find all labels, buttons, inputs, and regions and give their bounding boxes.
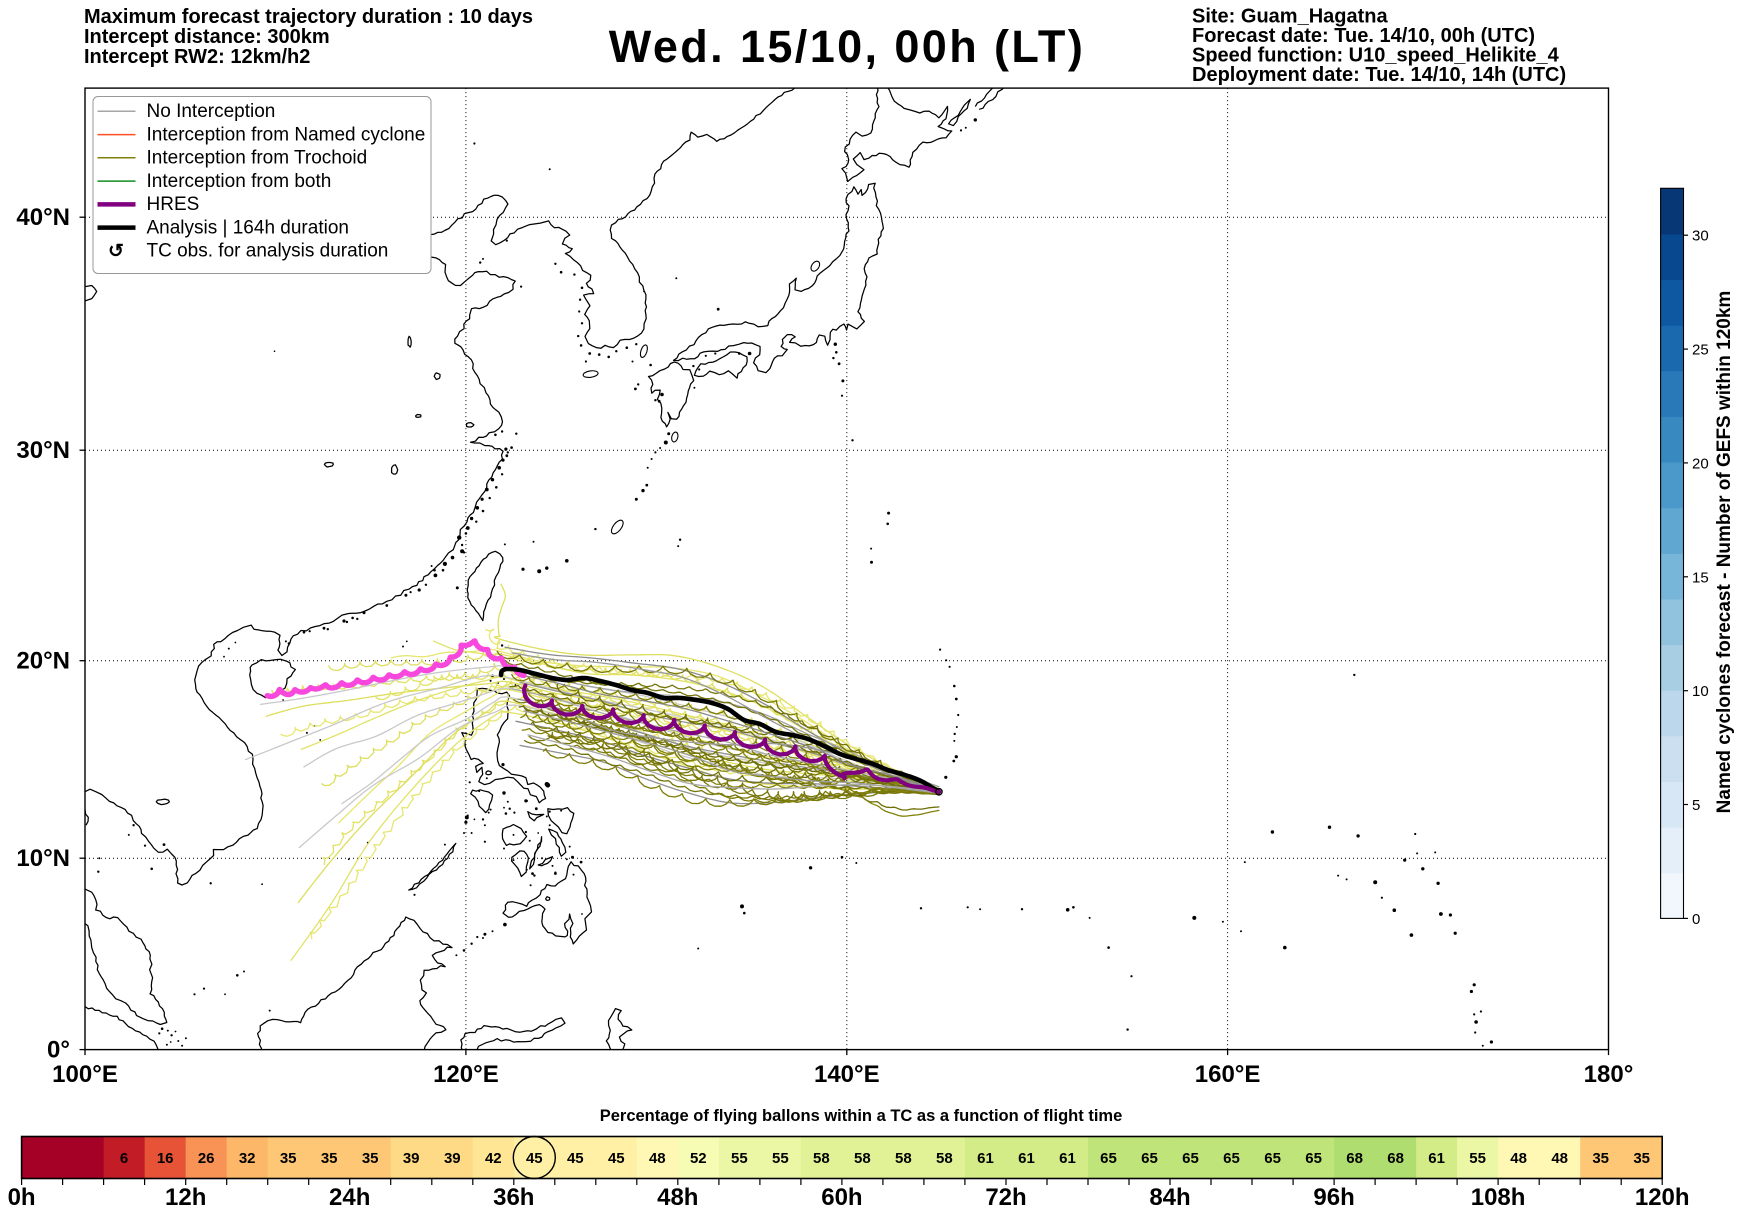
svg-text:55: 55: [772, 1150, 789, 1167]
svg-text:26: 26: [198, 1150, 215, 1167]
svg-text:35: 35: [280, 1150, 297, 1167]
svg-text:0: 0: [1692, 911, 1700, 928]
svg-text:60h: 60h: [821, 1184, 862, 1211]
svg-text:65: 65: [1100, 1150, 1117, 1167]
svg-text:Site: Guam_Hagatna: Site: Guam_Hagatna: [1192, 6, 1388, 28]
svg-text:35: 35: [321, 1150, 338, 1167]
svg-text:Speed function: U10_speed_Heli: Speed function: U10_speed_Helikite_4: [1192, 45, 1560, 67]
svg-text:Wed. 15/10, 00h (LT): Wed. 15/10, 00h (LT): [609, 21, 1085, 72]
svg-text:32: 32: [239, 1150, 256, 1167]
svg-text:15: 15: [1692, 569, 1709, 586]
svg-text:120h: 120h: [1635, 1184, 1690, 1211]
svg-text:24h: 24h: [329, 1184, 370, 1211]
svg-text:61: 61: [1428, 1150, 1445, 1167]
svg-text:140°E: 140°E: [814, 1061, 880, 1088]
svg-text:68: 68: [1346, 1150, 1363, 1167]
svg-text:61: 61: [1018, 1150, 1035, 1167]
svg-text:Named cyclones forecast - Numb: Named cyclones forecast - Number of GEFS…: [1714, 291, 1735, 814]
svg-text:65: 65: [1141, 1150, 1158, 1167]
svg-text:TC obs. for analysis duration: TC obs. for analysis duration: [147, 241, 389, 262]
svg-text:61: 61: [1059, 1150, 1076, 1167]
svg-text:65: 65: [1223, 1150, 1240, 1167]
svg-text:↺: ↺: [108, 241, 124, 262]
svg-text:30: 30: [1692, 228, 1709, 245]
svg-text:35: 35: [362, 1150, 379, 1167]
svg-text:Interception from both: Interception from both: [147, 171, 332, 192]
svg-text:10°N: 10°N: [16, 845, 70, 872]
svg-text:Percentage of flying ballons w: Percentage of flying ballons within a TC…: [600, 1107, 1123, 1125]
svg-text:108h: 108h: [1471, 1184, 1526, 1211]
svg-text:39: 39: [403, 1150, 420, 1167]
svg-text:45: 45: [567, 1150, 584, 1167]
svg-text:40°N: 40°N: [16, 204, 70, 231]
svg-text:58: 58: [813, 1150, 830, 1167]
svg-text:35: 35: [1592, 1150, 1609, 1167]
svg-text:No Interception: No Interception: [147, 101, 276, 122]
svg-text:58: 58: [854, 1150, 871, 1167]
svg-text:25: 25: [1692, 342, 1709, 359]
svg-text:180°: 180°: [1584, 1061, 1634, 1088]
svg-text:52: 52: [690, 1150, 707, 1167]
svg-text:84h: 84h: [1149, 1184, 1190, 1211]
svg-text:35: 35: [1633, 1150, 1650, 1167]
svg-text:65: 65: [1264, 1150, 1281, 1167]
svg-text:45: 45: [608, 1150, 625, 1167]
svg-text:65: 65: [1182, 1150, 1199, 1167]
svg-text:96h: 96h: [1313, 1184, 1354, 1211]
svg-text:0°: 0°: [47, 1037, 70, 1064]
svg-text:55: 55: [1469, 1150, 1486, 1167]
svg-text:58: 58: [936, 1150, 953, 1167]
svg-text:Interception from Named cyclon: Interception from Named cyclone: [147, 124, 426, 145]
svg-text:6: 6: [120, 1150, 128, 1167]
svg-text:5: 5: [1692, 797, 1700, 814]
svg-text:20°N: 20°N: [16, 648, 70, 675]
svg-text:100°E: 100°E: [52, 1061, 118, 1088]
svg-text:48: 48: [1551, 1150, 1568, 1167]
svg-text:20: 20: [1692, 455, 1709, 472]
svg-text:Intercept distance: 300km: Intercept distance: 300km: [84, 26, 330, 48]
svg-text:16: 16: [157, 1150, 174, 1167]
svg-text:160°E: 160°E: [1195, 1061, 1261, 1088]
svg-text:HRES: HRES: [147, 194, 200, 215]
svg-text:0h: 0h: [8, 1184, 36, 1211]
svg-text:68: 68: [1387, 1150, 1404, 1167]
svg-text:Deployment date: Tue. 14/10, 1: Deployment date: Tue. 14/10, 14h (UTC): [1192, 64, 1566, 86]
svg-text:Forecast date: Tue. 14/10, 00h: Forecast date: Tue. 14/10, 00h (UTC): [1192, 25, 1535, 47]
svg-text:48: 48: [1510, 1150, 1527, 1167]
svg-text:Analysis | 164h duration: Analysis | 164h duration: [147, 217, 349, 238]
svg-text:48: 48: [649, 1150, 666, 1167]
svg-text:10: 10: [1692, 683, 1709, 700]
svg-text:Maximum forecast trajectory du: Maximum forecast trajectory duration : 1…: [84, 6, 533, 28]
svg-text:65: 65: [1305, 1150, 1322, 1167]
svg-text:61: 61: [977, 1150, 994, 1167]
svg-text:48h: 48h: [657, 1184, 698, 1211]
svg-text:30°N: 30°N: [16, 437, 70, 464]
svg-text:45: 45: [526, 1150, 543, 1167]
svg-text:12h: 12h: [165, 1184, 206, 1211]
svg-text:55: 55: [731, 1150, 748, 1167]
svg-text:58: 58: [895, 1150, 912, 1167]
svg-text:Intercept RW2: 12km/h2: Intercept RW2: 12km/h2: [84, 46, 310, 68]
svg-text:36h: 36h: [493, 1184, 534, 1211]
svg-text:42: 42: [485, 1150, 502, 1167]
svg-text:120°E: 120°E: [433, 1061, 499, 1088]
svg-text:Interception from Trochoid: Interception from Trochoid: [147, 148, 368, 169]
svg-text:39: 39: [444, 1150, 461, 1167]
svg-text:72h: 72h: [985, 1184, 1026, 1211]
